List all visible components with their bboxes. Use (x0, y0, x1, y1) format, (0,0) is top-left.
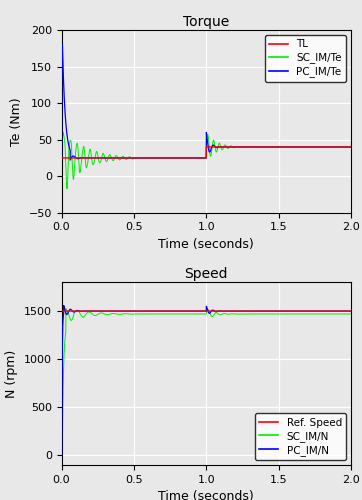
X-axis label: Time (seconds): Time (seconds) (159, 490, 254, 500)
Y-axis label: Te (Nm): Te (Nm) (10, 97, 23, 146)
Legend: TL, SC_IM/Te, PC_IM/Te: TL, SC_IM/Te, PC_IM/Te (265, 35, 346, 82)
Legend: Ref. Speed, SC_IM/N, PC_IM/N: Ref. Speed, SC_IM/N, PC_IM/N (255, 414, 346, 460)
Title: Torque: Torque (183, 15, 230, 29)
Y-axis label: N (rpm): N (rpm) (5, 350, 18, 398)
X-axis label: Time (seconds): Time (seconds) (159, 238, 254, 251)
Title: Speed: Speed (185, 267, 228, 281)
